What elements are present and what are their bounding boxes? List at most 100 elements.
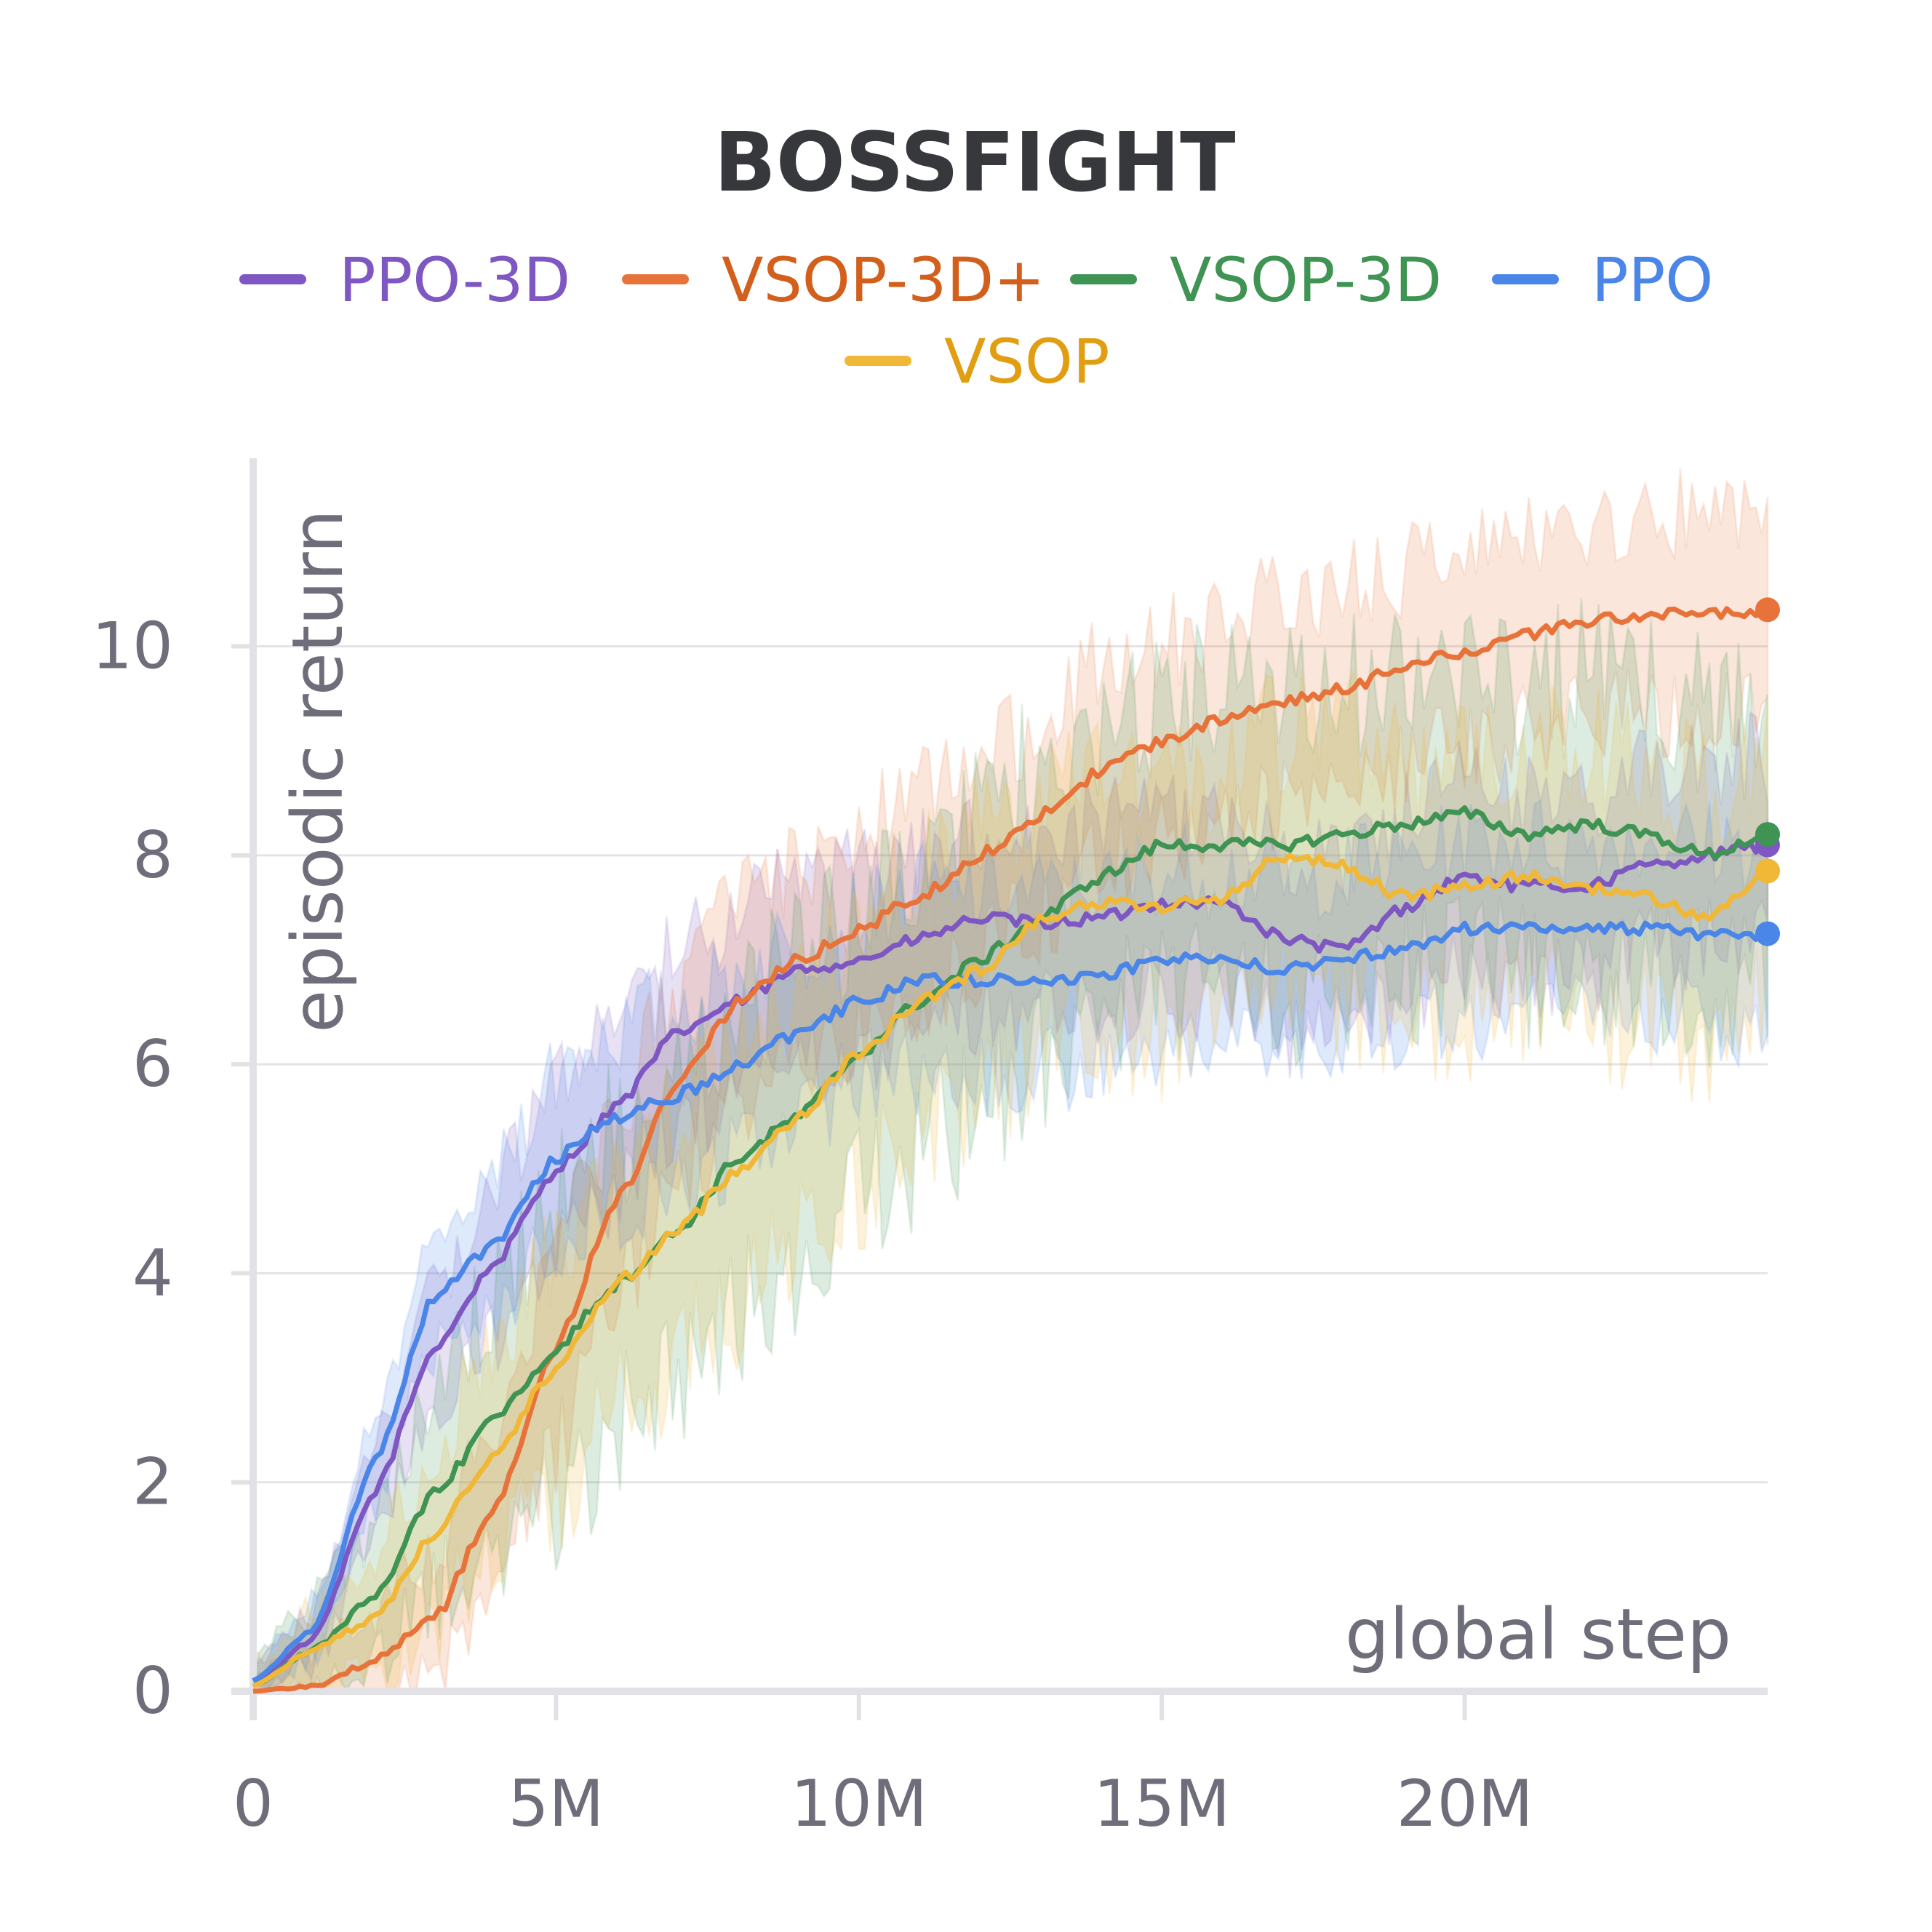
y-tick-label: 6 (132, 1026, 173, 1101)
data-point-vsop (918, 1000, 921, 1003)
data-point-vsop-3d (978, 958, 981, 961)
chart-title: BOSSFIGHT (714, 116, 1235, 210)
band-vsop-3d+ (252, 468, 1769, 1693)
data-point-ppo (312, 1627, 315, 1630)
data-point-vsop-3d+ (494, 1501, 497, 1504)
x-tick-label: 0 (233, 1766, 274, 1841)
legend-label-vsop-3d+: VSOP-3D+ (722, 244, 1045, 316)
data-point-vsop (252, 1685, 255, 1688)
data-point-vsop (1464, 885, 1466, 888)
data-point-ppo-3d (554, 1167, 557, 1170)
data-point-ppo-3d (615, 1105, 618, 1108)
data-point-vsop-3d+ (252, 1690, 255, 1693)
data-point-ppo (1524, 927, 1527, 930)
data-point-ppo (554, 1157, 557, 1159)
data-point-vsop-3d (1342, 833, 1345, 836)
data-point-vsop-3d+ (1342, 687, 1345, 690)
x-tick-label: 15M (1093, 1766, 1230, 1841)
y-axis-label: episodic return (277, 509, 359, 1033)
data-point-vsop-3d (1282, 843, 1285, 846)
data-point-vsop-3d (1402, 823, 1405, 826)
series-lines (252, 602, 1770, 1694)
data-point-ppo (858, 1000, 861, 1003)
data-point-ppo-3d (1524, 885, 1527, 888)
data-point-vsop-3d (1100, 875, 1103, 878)
data-point-vsop-3d+ (1221, 718, 1224, 721)
data-point-vsop (434, 1533, 436, 1536)
data-point-vsop (1039, 917, 1042, 919)
data-point-vsop (676, 1230, 679, 1233)
y-tick-label: 8 (132, 818, 173, 893)
axes (231, 458, 1768, 1720)
data-point-ppo (978, 979, 981, 982)
legend: PPO-3D VSOP-3D+ VSOP-3D PPO VSOP (239, 244, 1713, 397)
data-point-vsop-3d+ (434, 1616, 436, 1619)
data-point-vsop (1645, 895, 1648, 898)
data-point-ppo-3d (1160, 901, 1163, 903)
data-point-ppo (1645, 927, 1648, 930)
data-point-vsop (554, 1366, 557, 1369)
band-ppo (252, 799, 1769, 1693)
data-point-ppo (1342, 958, 1345, 961)
data-point-ppo-3d (1464, 875, 1466, 878)
x-axis-label: global step (1345, 1594, 1731, 1675)
data-point-ppo (1100, 974, 1103, 977)
data-point-vsop-3d (1221, 843, 1224, 846)
data-point-vsop-3d+ (1282, 703, 1285, 706)
data-point-vsop-3d+ (1584, 619, 1587, 622)
data-point-vsop-3d (554, 1345, 557, 1348)
data-point-vsop-3d (1645, 833, 1648, 836)
data-point-vsop-3d (1464, 812, 1466, 815)
data-point-vsop (1221, 895, 1224, 898)
data-point-vsop-3d (1160, 843, 1163, 846)
data-point-ppo-3d (312, 1637, 315, 1640)
series-line-vsop (252, 852, 1768, 1689)
series-line-ppo-3d (252, 840, 1769, 1683)
legend-label-ppo: PPO (1592, 244, 1713, 316)
data-point-ppo-3d (676, 1031, 679, 1034)
data-point-ppo-3d (434, 1345, 436, 1348)
data-point-ppo-3d (797, 969, 800, 972)
data-point-ppo (1584, 927, 1587, 930)
y-tick-label: 4 (132, 1235, 173, 1310)
y-tick-label: 2 (132, 1445, 173, 1520)
data-point-ppo-3d (1282, 938, 1285, 941)
data-point-vsop-3d+ (1160, 739, 1163, 742)
series-line-ppo (252, 920, 1768, 1683)
data-point-vsop-3d (1706, 854, 1709, 857)
data-point-ppo (736, 1063, 739, 1066)
data-point-vsop (858, 1053, 861, 1055)
data-point-vsop (797, 1115, 800, 1118)
data-point-vsop-3d+ (858, 927, 861, 930)
data-point-ppo-3d (1342, 948, 1345, 951)
y-tick-label: 0 (132, 1653, 173, 1728)
y-tick-labels: 0 2 4 6 8 10 (92, 609, 173, 1728)
data-point-ppo (252, 1680, 255, 1682)
data-point-vsop (1402, 895, 1405, 898)
data-point-ppo (1160, 958, 1163, 961)
data-point-ppo-3d (1402, 906, 1405, 909)
endpoint-vsop-3d+ (1755, 597, 1780, 623)
series-endpoints (1755, 597, 1780, 946)
data-point-vsop (1342, 864, 1345, 867)
data-point-vsop (736, 1167, 739, 1170)
y-tick-label: 10 (92, 609, 173, 684)
endpoint-vsop (1755, 858, 1780, 884)
data-point-ppo (1221, 958, 1224, 961)
endpoint-ppo (1755, 921, 1780, 946)
legend-label-ppo-3d: PPO-3D (339, 244, 570, 316)
data-point-vsop (1100, 901, 1103, 903)
data-point-vsop-3d+ (918, 895, 921, 898)
data-point-vsop-3d+ (1645, 613, 1648, 616)
data-point-vsop (1160, 906, 1163, 909)
data-point-vsop (615, 1282, 618, 1285)
data-point-ppo (1282, 969, 1285, 972)
legend-label-vsop: VSOP (944, 326, 1110, 397)
data-point-vsop-3d+ (1402, 666, 1405, 668)
data-point-vsop-3d+ (1039, 812, 1042, 815)
data-point-ppo (1464, 927, 1466, 930)
data-point-ppo-3d (1039, 922, 1042, 925)
data-point-vsop-3d+ (1706, 613, 1709, 616)
data-point-ppo-3d (494, 1261, 497, 1264)
